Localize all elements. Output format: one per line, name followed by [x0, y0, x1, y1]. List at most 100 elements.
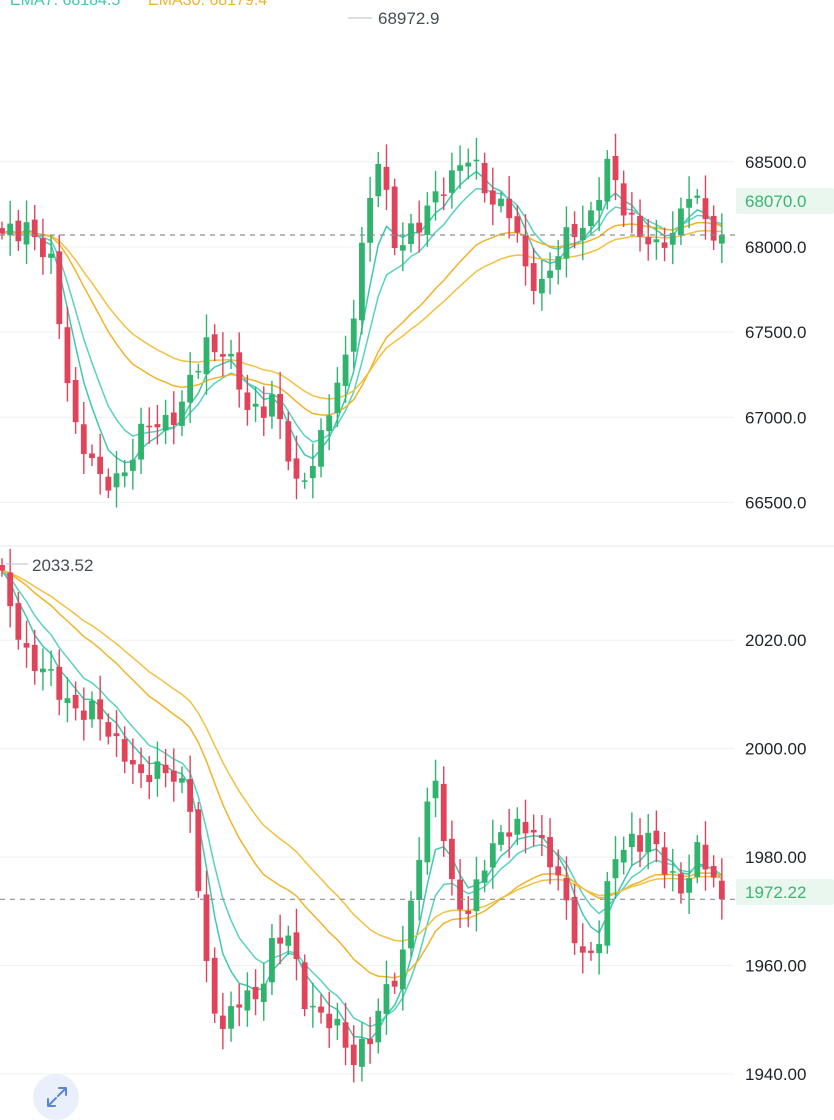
y-tick-label: 68000.0 [745, 238, 806, 257]
candle [489, 167, 496, 226]
candle [612, 133, 619, 201]
candle [113, 450, 120, 508]
candle [359, 1022, 365, 1082]
candle [89, 691, 95, 728]
y-axis-ticks: 68500.0 68000.0 67500.0 67000.0 66500.0 2020.… [745, 153, 806, 1084]
y-tick-label: 1940.00 [745, 1065, 806, 1084]
candle [432, 170, 439, 221]
candle [399, 925, 406, 1011]
candle [0, 221, 5, 240]
candle [588, 201, 594, 234]
candle [48, 650, 54, 687]
candle [0, 558, 5, 577]
candle [15, 209, 22, 251]
candle [661, 227, 668, 262]
ema30-legend: EMA30: 68179.4 [148, 0, 267, 9]
y-tick-label: 2020.00 [745, 631, 806, 650]
candle [449, 820, 455, 896]
candle [326, 991, 333, 1048]
candle [628, 192, 635, 234]
candle [326, 394, 333, 451]
candle [432, 759, 439, 818]
candle [375, 151, 382, 208]
candle [637, 818, 643, 868]
candle [269, 923, 275, 995]
candle [440, 766, 447, 857]
candle [473, 137, 480, 180]
candle [678, 862, 684, 904]
candle [56, 234, 63, 340]
candle [547, 818, 553, 885]
candle [481, 859, 488, 893]
candle [7, 200, 14, 256]
candle [555, 239, 562, 285]
candle [129, 438, 136, 490]
candle [162, 748, 169, 788]
candle [718, 858, 725, 920]
price-line-layer [0, 234, 736, 900]
candle [252, 386, 259, 423]
candle [170, 748, 177, 802]
candle [694, 835, 701, 884]
expand-chart-button[interactable] [33, 1074, 79, 1120]
candle [563, 856, 570, 920]
top-current-price-tag [736, 188, 834, 214]
candle [383, 144, 390, 211]
candle [416, 837, 423, 921]
candle [506, 808, 513, 858]
candle [228, 339, 234, 370]
candle [187, 352, 194, 423]
candle [620, 836, 627, 875]
candle [40, 218, 46, 275]
candle [334, 367, 341, 427]
ema-slow-line-2 [1, 569, 722, 942]
candle [514, 807, 521, 846]
ema-slow-line-2 [1, 229, 722, 400]
candle [244, 972, 251, 1027]
candle [375, 998, 382, 1054]
candle [23, 620, 30, 668]
candle [64, 676, 71, 723]
candle [154, 404, 161, 445]
candle [588, 941, 594, 961]
candle [97, 433, 104, 495]
candle [318, 418, 324, 478]
candle [228, 991, 234, 1042]
candle [293, 435, 300, 500]
bottom-current-price-tag [736, 879, 834, 905]
candle [465, 148, 472, 180]
y-tick-label: 68500.0 [745, 153, 806, 172]
candle [530, 814, 537, 847]
candle [367, 176, 373, 262]
candle [121, 726, 128, 774]
ema7-legend: EMA7: 68184.5 [10, 0, 120, 9]
candle [596, 920, 603, 975]
candle [334, 1002, 341, 1040]
candle [301, 954, 308, 1017]
candle [391, 972, 398, 994]
candle [138, 747, 144, 789]
candle [547, 252, 553, 295]
candle [146, 755, 153, 800]
candle [285, 925, 292, 955]
candle [211, 947, 218, 1023]
candle [555, 849, 562, 891]
candle [473, 856, 480, 932]
candle-layer [0, 133, 725, 1083]
candle [710, 855, 717, 888]
candle [64, 306, 71, 402]
candle [318, 994, 324, 1024]
candle [399, 222, 406, 272]
candle [408, 890, 414, 958]
candle [31, 629, 38, 685]
candle [203, 314, 210, 395]
expand-arrows-icon [47, 1087, 67, 1107]
candle [97, 675, 104, 741]
candle [350, 299, 357, 369]
y-tick-label: 67500.0 [745, 323, 806, 342]
candle [301, 472, 308, 489]
candle [367, 1016, 373, 1064]
candle [211, 324, 218, 362]
candle [506, 176, 513, 239]
